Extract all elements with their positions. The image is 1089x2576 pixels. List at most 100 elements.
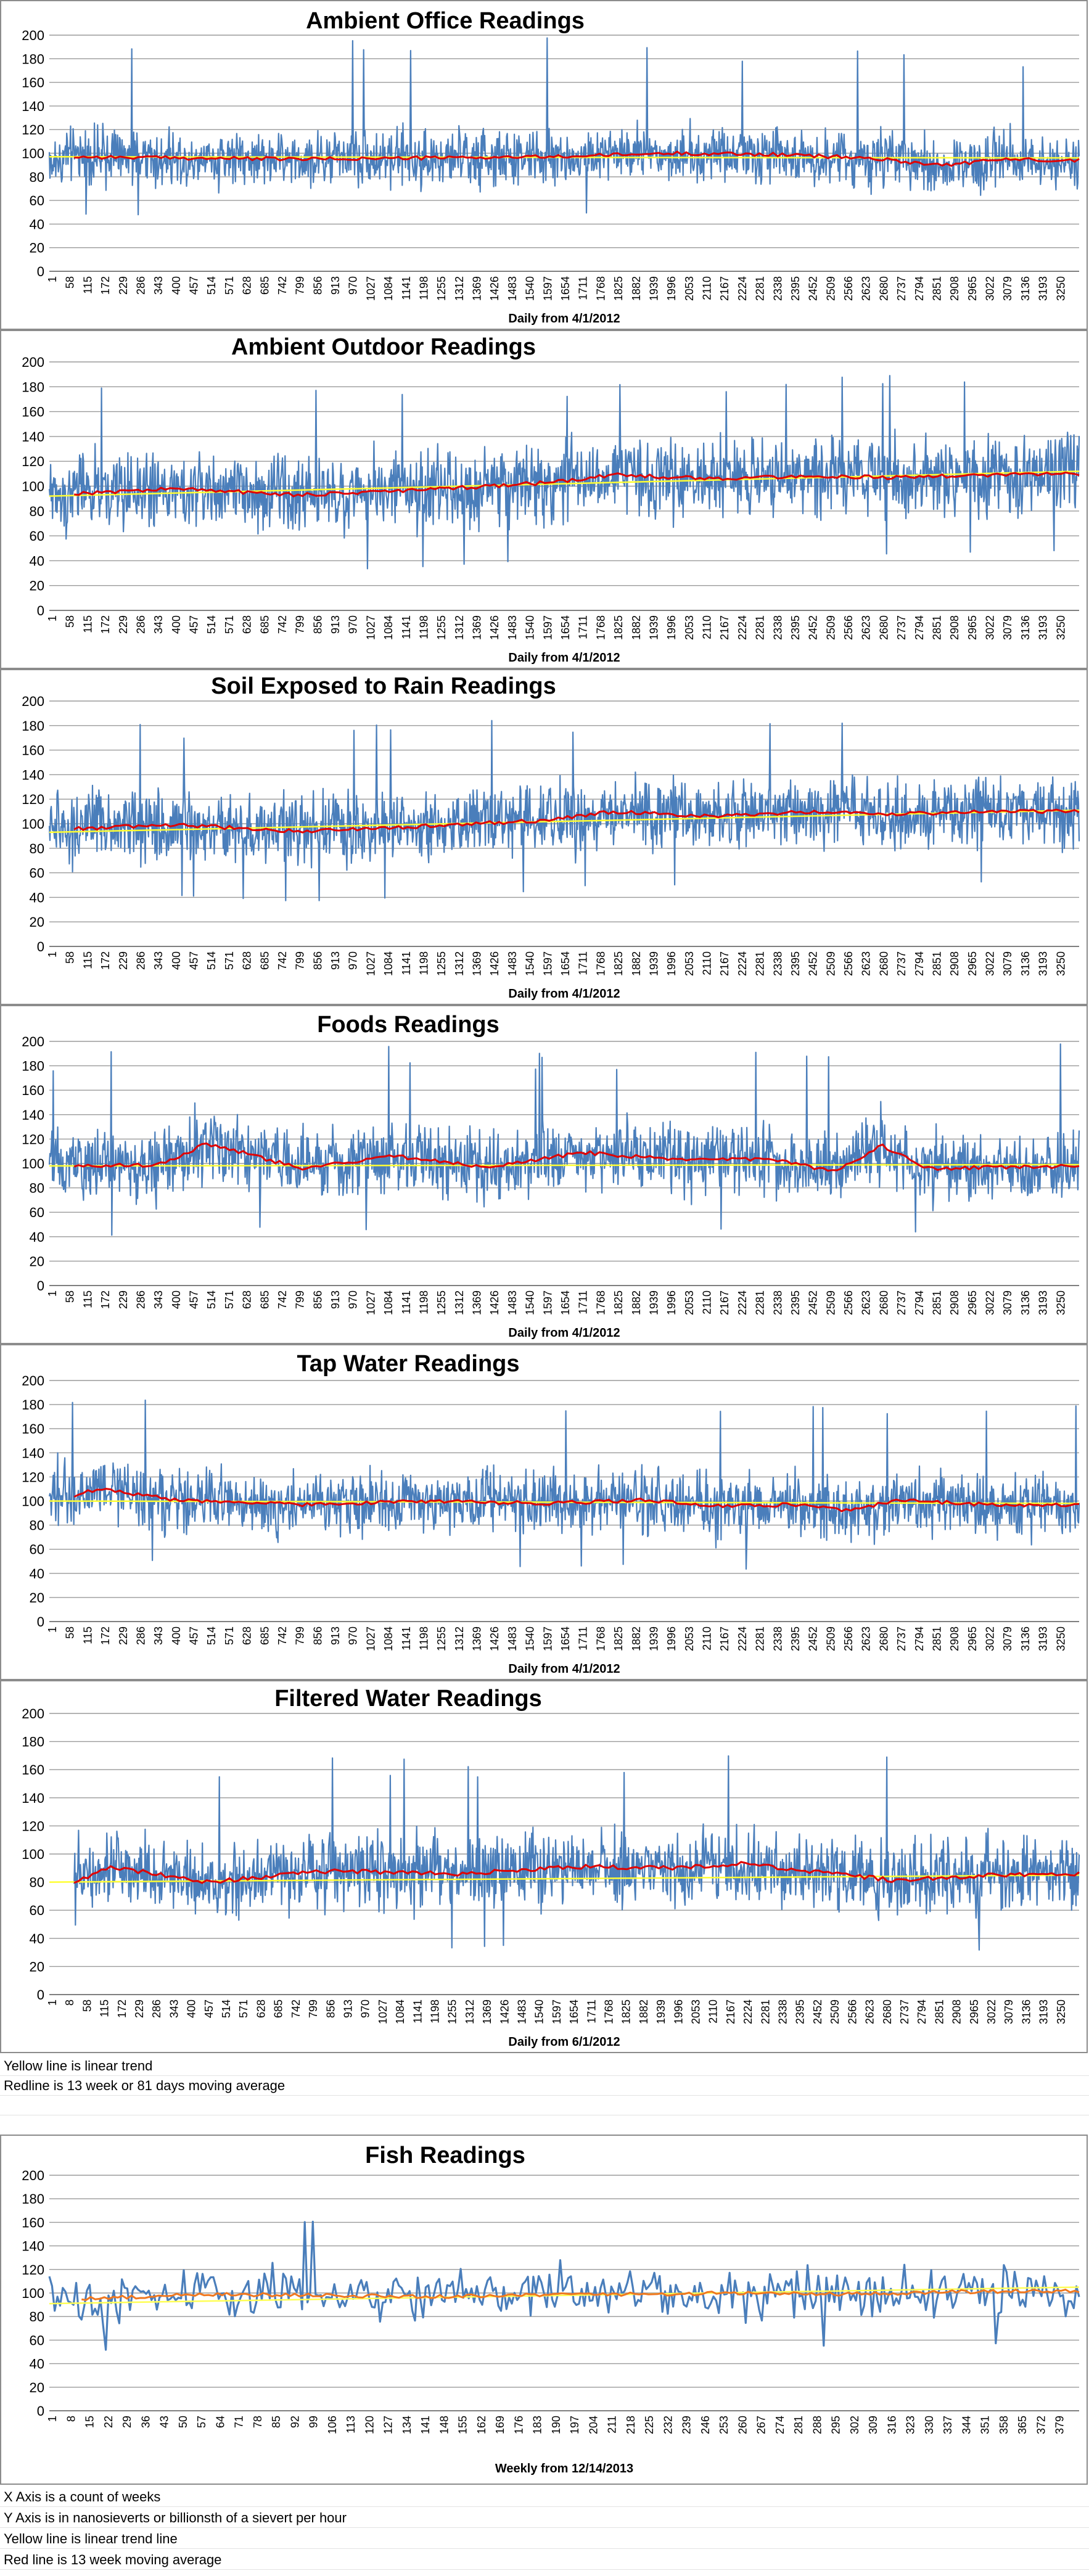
x-tick-label: 115 bbox=[81, 615, 94, 633]
x-tick-label: 1426 bbox=[488, 615, 501, 640]
readings-line bbox=[48, 375, 1080, 570]
x-tick-label: 3250 bbox=[1054, 951, 1067, 976]
x-tick-label: 2053 bbox=[683, 615, 696, 640]
x-tick-label: 1882 bbox=[630, 951, 643, 976]
x-tick-label: 913 bbox=[329, 615, 342, 634]
x-tick-label: 204 bbox=[587, 2416, 599, 2434]
chart-panel-filtered-water: Filtered Water Readings 0 20 40 60 80 100 120 14… bbox=[0, 1680, 1088, 2053]
x-tick-label: 1255 bbox=[446, 2000, 459, 2024]
x-tick-label: 3193 bbox=[1037, 276, 1050, 301]
x-tick-label: 2794 bbox=[913, 615, 926, 640]
x-tick-label: 400 bbox=[170, 1290, 183, 1309]
x-tick-label: 2851 bbox=[931, 276, 943, 301]
x-tick-label: 3136 bbox=[1019, 1626, 1032, 1651]
x-tick-label: 286 bbox=[134, 951, 147, 970]
x-tick-label: 514 bbox=[220, 2000, 232, 2018]
x-tick-label: 1825 bbox=[612, 276, 625, 301]
x-tick-label: 1369 bbox=[471, 276, 483, 301]
x-tick-label: 229 bbox=[117, 615, 129, 634]
x-tick-label: 1654 bbox=[559, 1290, 572, 1315]
y-tick-label: 120 bbox=[22, 122, 44, 137]
x-tick-label: 2737 bbox=[895, 951, 908, 976]
y-tick-label: 200 bbox=[22, 1373, 44, 1388]
x-tick-label: 2965 bbox=[966, 951, 979, 976]
x-tick-label: 2509 bbox=[824, 276, 837, 301]
x-tick-label: 58 bbox=[64, 615, 76, 628]
x-tick-label: 2452 bbox=[807, 1290, 820, 1315]
y-tick-label: 180 bbox=[22, 379, 44, 395]
x-tick-label: 571 bbox=[223, 1626, 236, 1645]
x-tick-label: 3250 bbox=[1054, 1290, 1067, 1315]
x-tick-label: 2680 bbox=[877, 276, 890, 301]
x-tick-label: 148 bbox=[438, 2416, 450, 2434]
x-tick-label: 1711 bbox=[577, 276, 590, 300]
x-tick-label: 1426 bbox=[498, 2000, 511, 2024]
x-tick-label: 1 bbox=[46, 615, 59, 621]
x-tick-label: 343 bbox=[152, 615, 165, 634]
x-tick-label: 1426 bbox=[488, 951, 501, 976]
x-tick-label: 1198 bbox=[429, 2000, 441, 2024]
y-tick-label: 20 bbox=[30, 578, 44, 594]
x-axis-title: Weekly from 12/14/2013 bbox=[495, 2462, 633, 2476]
x-tick-label: 229 bbox=[133, 2000, 146, 2018]
note-red-line: Red line is 13 week moving average bbox=[4, 2552, 222, 2567]
sheet-row bbox=[0, 2096, 1089, 2115]
x-tick-label: 1483 bbox=[506, 276, 519, 301]
sheet-row: Redline is 13 week or 81 days moving ave… bbox=[0, 2076, 1089, 2096]
x-tick-label: 457 bbox=[188, 615, 200, 634]
x-tick-label: 2509 bbox=[824, 615, 837, 640]
x-tick-label: 1141 bbox=[400, 276, 413, 300]
x-tick-label: 628 bbox=[241, 1626, 253, 1645]
x-tick-label: 3193 bbox=[1038, 2000, 1050, 2024]
x-tick-label: 343 bbox=[152, 1290, 165, 1309]
x-tick-label: 1540 bbox=[524, 1290, 536, 1315]
x-tick-label: 343 bbox=[152, 951, 165, 970]
x-tick-label: 323 bbox=[905, 2416, 917, 2434]
y-tick-label: 0 bbox=[37, 1987, 44, 2003]
x-tick-label: 571 bbox=[223, 615, 236, 634]
y-tick-label: 40 bbox=[30, 1931, 44, 1946]
y-tick-label: 60 bbox=[30, 866, 44, 881]
chart-svg: Tap Water Readings 0 20 40 60 80 100 120 140 160 1… bbox=[22, 1351, 1080, 1676]
x-tick-label: 1825 bbox=[620, 2000, 633, 2024]
x-tick-label: 267 bbox=[755, 2416, 768, 2434]
x-tick-label: 3079 bbox=[1001, 951, 1014, 976]
x-tick-label: 400 bbox=[170, 1626, 183, 1645]
x-tick-label: 316 bbox=[886, 2416, 898, 2434]
readings-line bbox=[48, 720, 1080, 901]
x-tick-label: 2281 bbox=[754, 1290, 766, 1315]
x-tick-label: 58 bbox=[64, 1626, 76, 1639]
x-tick-label: 742 bbox=[276, 1626, 289, 1645]
y-tick-label: 60 bbox=[30, 528, 44, 544]
x-tick-label: 1768 bbox=[603, 2000, 615, 2024]
y-tick-label: 0 bbox=[37, 1278, 44, 1294]
x-tick-label: 1255 bbox=[435, 951, 448, 976]
x-tick-label: 571 bbox=[223, 951, 236, 970]
x-tick-label: 1027 bbox=[364, 951, 377, 976]
x-tick-label: 1768 bbox=[594, 615, 607, 640]
x-tick-label: 2509 bbox=[824, 951, 837, 976]
x-tick-label: 176 bbox=[512, 2416, 525, 2434]
x-tick-label: 3022 bbox=[984, 1290, 997, 1315]
x-tick-label: 115 bbox=[81, 1626, 94, 1644]
x-tick-label: 1312 bbox=[453, 615, 466, 640]
x-tick-label: 685 bbox=[258, 951, 271, 970]
x-tick-label: 742 bbox=[290, 2000, 302, 2018]
trend-line bbox=[49, 470, 1080, 497]
x-tick-label: 1825 bbox=[612, 1626, 625, 1651]
x-tick-label: 134 bbox=[401, 2416, 413, 2434]
chart-svg: Foods Readings 0 20 40 60 80 100 120 140 160 180 20… bbox=[22, 1012, 1080, 1340]
y-tick-label: 180 bbox=[22, 1059, 44, 1074]
x-tick-label: 514 bbox=[205, 1626, 218, 1645]
readings-line bbox=[73, 1755, 1080, 1951]
x-tick-label: 2680 bbox=[881, 2000, 894, 2024]
x-tick-label: 1369 bbox=[471, 615, 483, 640]
y-tick-label: 60 bbox=[30, 193, 44, 208]
x-tick-label: 372 bbox=[1035, 2416, 1047, 2434]
sheet-row: X Axis is a count of weeks bbox=[0, 2487, 1089, 2507]
x-tick-label: 1483 bbox=[506, 951, 519, 976]
x-tick-label: 172 bbox=[99, 1626, 112, 1645]
x-tick-label: 970 bbox=[347, 276, 360, 295]
y-tick-label: 40 bbox=[30, 553, 44, 568]
readings-line bbox=[48, 2220, 1080, 2351]
